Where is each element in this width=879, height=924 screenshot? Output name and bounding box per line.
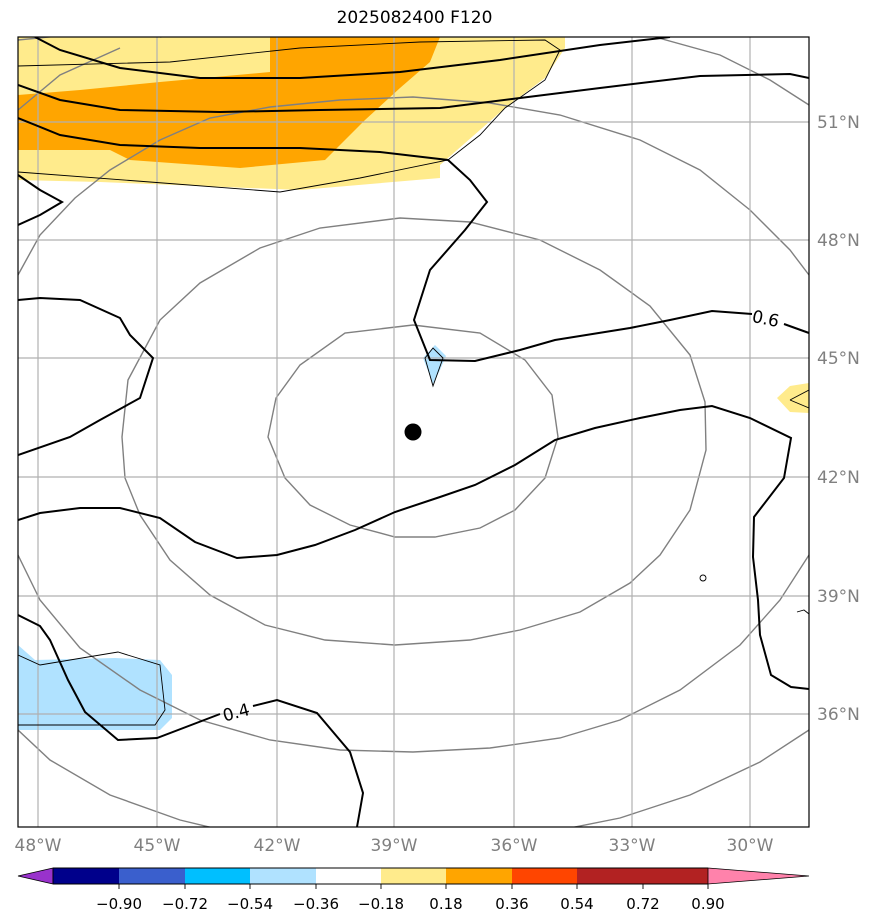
thick-contours <box>18 37 809 827</box>
lon-label: 45°W <box>134 836 181 856</box>
colorbar-tick-label: 0.36 <box>495 895 528 913</box>
lat-label: 39°N <box>817 587 860 607</box>
range-ring-outer <box>18 96 809 753</box>
map-frame <box>17 36 810 828</box>
colorbar-swatch <box>512 868 577 884</box>
colorbar-tick-labels: −0.90 −0.72 −0.54 −0.36 −0.18 0.18 0.36 … <box>96 895 725 913</box>
colorbar-swatch <box>316 868 381 884</box>
range-rings <box>18 37 809 827</box>
contour-north-3 <box>18 117 753 363</box>
lat-label: 48°N <box>817 231 860 251</box>
contour-middle <box>18 404 809 690</box>
colorbar-tick-label: 0.90 <box>691 895 724 913</box>
colorbar-swatch <box>381 868 446 884</box>
contour-southwest-b <box>252 698 365 827</box>
colorbar-extend-right-arrow <box>707 867 810 885</box>
colorbar-tick-label: −0.54 <box>227 895 273 913</box>
contour-west <box>18 296 155 456</box>
lat-labels: 51°N 48°N 45°N 42°N 39°N 36°N <box>817 113 860 725</box>
thin-contours <box>18 39 809 726</box>
lon-label: 36°W <box>491 836 538 856</box>
range-ring-outermost <box>18 37 809 827</box>
lat-label: 36°N <box>817 705 860 725</box>
contour-north-3b <box>783 323 809 334</box>
colorbar-tick-label: 0.72 <box>626 895 659 913</box>
colorbar-extend-right <box>643 868 708 884</box>
colorbar-ticks <box>118 884 709 889</box>
lat-label: 45°N <box>817 349 860 369</box>
colorbar-swatch <box>446 868 512 884</box>
colorbar-tick-label: −0.18 <box>358 895 404 913</box>
lat-label: 42°N <box>817 468 860 488</box>
colorbar-tick-label: −0.36 <box>293 895 339 913</box>
lon-label: 48°W <box>15 836 62 856</box>
shading-blue-southwest <box>18 645 172 730</box>
range-ring-middle <box>121 217 707 646</box>
colorbar-swatch <box>53 868 119 884</box>
contour-north-1 <box>34 37 671 79</box>
gridlines <box>18 37 809 827</box>
range-ring-upper-right <box>654 37 809 106</box>
map-title: 2025082400 F120 <box>336 8 493 28</box>
colorbar-swatch <box>185 868 250 884</box>
colorbar-swatch <box>250 868 316 884</box>
colorbar-tick-label: 0.18 <box>429 895 462 913</box>
colorbar-tick-label: 0.54 <box>560 895 593 913</box>
lon-labels: 48°W 45°W 42°W 39°W 36°W 33°W 30°W <box>15 836 774 856</box>
colorbar-outline <box>52 867 708 885</box>
lon-label: 33°W <box>609 836 656 856</box>
colorbar-extend-left <box>17 867 54 885</box>
colorbar-tick-label: −0.90 <box>96 895 142 913</box>
colorbar: −0.90 −0.72 −0.54 −0.36 −0.18 0.18 0.36 … <box>17 867 810 913</box>
center-marker <box>404 423 422 441</box>
shading-orange-north <box>18 37 440 168</box>
colorbar-swatch <box>577 868 643 884</box>
range-ring-inner <box>267 324 559 538</box>
contour-southwest <box>18 614 221 742</box>
shading-yellow-top-left <box>18 37 200 65</box>
lon-label: 30°W <box>727 836 774 856</box>
colorbar-tick-label: −0.72 <box>162 895 208 913</box>
contour-left-loop <box>18 174 65 226</box>
colorbar-swatch <box>119 868 185 884</box>
lon-label: 42°W <box>254 836 301 856</box>
lat-label: 51°N <box>817 113 860 133</box>
lon-label: 39°W <box>371 836 418 856</box>
contour-north-2 <box>18 72 809 114</box>
